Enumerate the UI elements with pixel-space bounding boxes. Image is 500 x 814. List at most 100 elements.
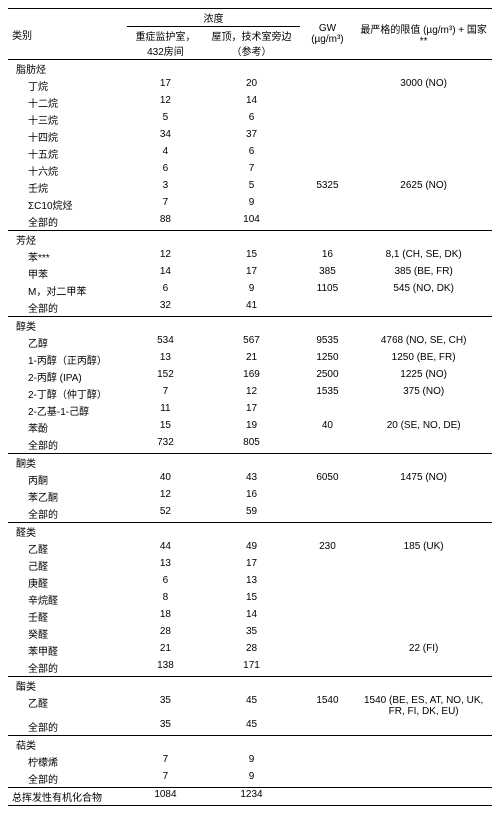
- table-row: 全部的3545: [8, 718, 492, 736]
- compound-name: 辛烷醛: [8, 591, 127, 608]
- conc-roof: 9: [203, 770, 299, 788]
- limit-value: 1250 (BE, FR): [355, 351, 492, 368]
- compound-name: 十二烷: [8, 94, 127, 111]
- conc-roof: 59: [203, 505, 299, 523]
- gw-value: 9535: [300, 334, 356, 351]
- gw-value: 1535: [300, 385, 356, 402]
- conc-roof: 5: [203, 179, 299, 196]
- limit-value: 1475 (NO): [355, 471, 492, 488]
- grand-total-row: 总挥发性有机化合物10841234: [8, 788, 492, 806]
- compound-name: M，对二甲苯: [8, 282, 127, 299]
- section-header: 脂肪烃: [8, 60, 492, 78]
- section-title: 醇类: [8, 317, 127, 334]
- conc-icu: 5: [127, 111, 203, 128]
- conc-roof: 17: [203, 557, 299, 574]
- gw-value: 16: [300, 248, 356, 265]
- limit-value: [355, 505, 492, 523]
- conc-roof: 35: [203, 625, 299, 642]
- conc-icu: 6: [127, 162, 203, 179]
- gw-value: [300, 145, 356, 162]
- table-row: 柠檬烯79: [8, 753, 492, 770]
- compound-name: 柠檬烯: [8, 753, 127, 770]
- gw-value: [300, 488, 356, 505]
- limit-value: [355, 145, 492, 162]
- compound-name: 丙酮: [8, 471, 127, 488]
- compound-name: 苯甲醛: [8, 642, 127, 659]
- conc-icu: 34: [127, 128, 203, 145]
- conc-roof: 15: [203, 591, 299, 608]
- conc-roof: 14: [203, 608, 299, 625]
- table-row: 丙酮404360501475 (NO): [8, 471, 492, 488]
- section-header: 醛类: [8, 523, 492, 540]
- table-row: 壬烷3553252625 (NO): [8, 179, 492, 196]
- compound-name: 全部的: [8, 213, 127, 231]
- gw-value: [300, 557, 356, 574]
- conc-icu: 40: [127, 471, 203, 488]
- section-title: 芳烃: [8, 231, 127, 248]
- gw-value: [300, 94, 356, 111]
- gw-value: 1105: [300, 282, 356, 299]
- section-title: 醛类: [8, 523, 127, 540]
- gw-value: 230: [300, 540, 356, 557]
- conc-icu: 28: [127, 625, 203, 642]
- gw-value: [300, 642, 356, 659]
- limit-value: [355, 591, 492, 608]
- limit-value: [355, 625, 492, 642]
- gw-value: 2500: [300, 368, 356, 385]
- gw-value: [300, 625, 356, 642]
- gw-value: [300, 128, 356, 145]
- gw-value: [300, 659, 356, 677]
- conc-icu: 44: [127, 540, 203, 557]
- limit-value: [355, 659, 492, 677]
- limit-value: [355, 213, 492, 231]
- gw-value: [300, 591, 356, 608]
- limit-value: 375 (NO): [355, 385, 492, 402]
- table-row: 1-丙醇（正丙醇）132112501250 (BE, FR): [8, 351, 492, 368]
- gw-value: [300, 213, 356, 231]
- table-row: 庚醛613: [8, 574, 492, 591]
- limit-value: [355, 162, 492, 179]
- table-row: ΣC10烷烃79: [8, 196, 492, 213]
- voc-table: 类别 浓度 GW (µg/m³) 最严格的限值 (µg/m³) + 国家** 重…: [8, 8, 492, 806]
- conc-icu: 12: [127, 248, 203, 265]
- table-row: 苯乙酮1216: [8, 488, 492, 505]
- gw-value: [300, 162, 356, 179]
- compound-name: 全部的: [8, 718, 127, 736]
- section-header: 酮类: [8, 454, 492, 471]
- conc-roof: 169: [203, 368, 299, 385]
- table-row: 丁烷17203000 (NO): [8, 77, 492, 94]
- conc-icu: 35: [127, 694, 203, 718]
- gw-value: [300, 753, 356, 770]
- gw-value: [300, 77, 356, 94]
- conc-icu: 7: [127, 770, 203, 788]
- conc-roof: 19: [203, 419, 299, 436]
- compound-name: 苯***: [8, 248, 127, 265]
- conc-icu: 4: [127, 145, 203, 162]
- grand-total-c2: 1234: [203, 788, 299, 806]
- gw-value: [300, 299, 356, 317]
- compound-name: 庚醛: [8, 574, 127, 591]
- conc-roof: 9: [203, 196, 299, 213]
- hdr-limit: 最严格的限值 (µg/m³) + 国家**: [355, 9, 492, 60]
- limit-value: 185 (UK): [355, 540, 492, 557]
- table-row: 全部的5259: [8, 505, 492, 523]
- compound-name: 苯酚: [8, 419, 127, 436]
- conc-icu: 7: [127, 385, 203, 402]
- table-row: 2-丙醇 (IPA)15216925001225 (NO): [8, 368, 492, 385]
- gw-value: [300, 402, 356, 419]
- conc-icu: 52: [127, 505, 203, 523]
- limit-value: [355, 299, 492, 317]
- compound-name: 全部的: [8, 299, 127, 317]
- table-row: 癸醛2835: [8, 625, 492, 642]
- conc-roof: 14: [203, 94, 299, 111]
- hdr-gw: GW (µg/m³): [300, 9, 356, 60]
- compound-name: 丁烷: [8, 77, 127, 94]
- gw-value: [300, 436, 356, 454]
- table-row: 壬醛1814: [8, 608, 492, 625]
- table-row: 全部的3241: [8, 299, 492, 317]
- table-row: 己醛1317: [8, 557, 492, 574]
- compound-name: 全部的: [8, 770, 127, 788]
- conc-roof: 17: [203, 402, 299, 419]
- conc-roof: 17: [203, 265, 299, 282]
- conc-icu: 13: [127, 557, 203, 574]
